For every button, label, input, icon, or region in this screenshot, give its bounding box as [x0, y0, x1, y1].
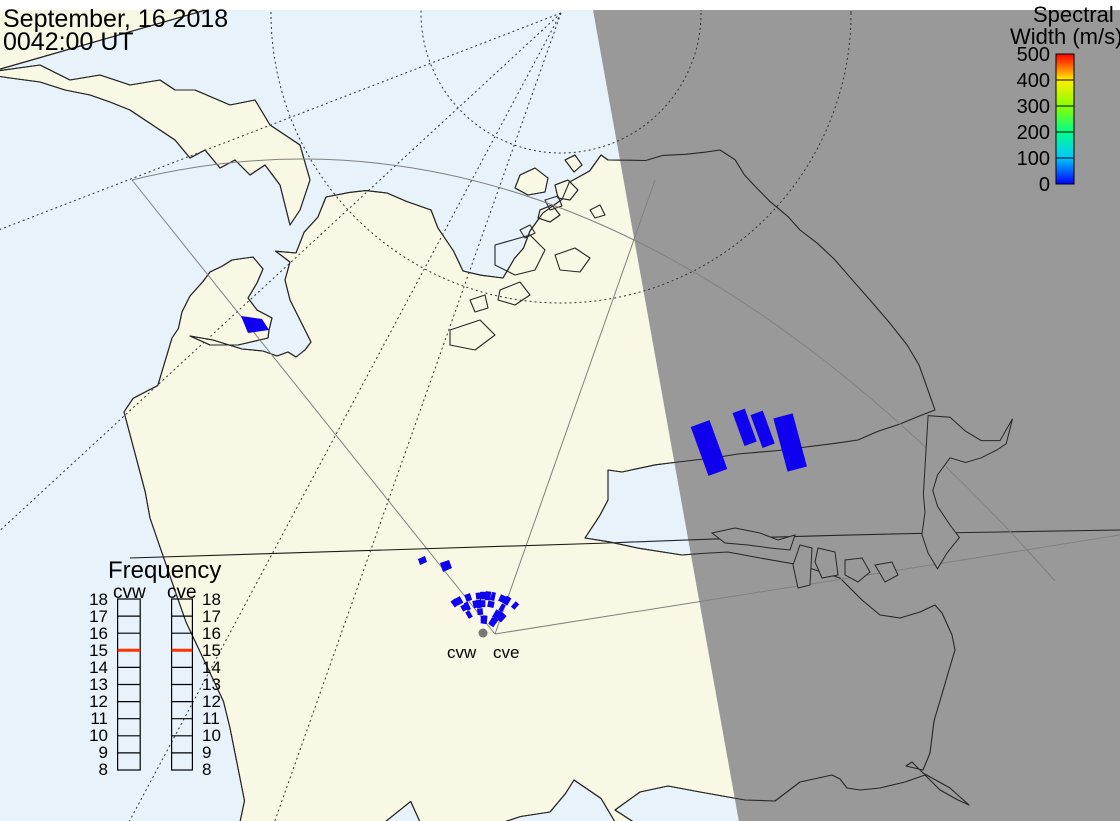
svg-text:100: 100: [1017, 148, 1050, 170]
svg-text:300: 300: [1017, 96, 1050, 118]
svg-text:400: 400: [1017, 70, 1050, 92]
svg-text:Frequency: Frequency: [108, 557, 221, 584]
svg-text:cve: cve: [493, 643, 519, 662]
svg-text:8: 8: [99, 760, 108, 779]
svg-text:200: 200: [1017, 122, 1050, 144]
svg-text:0: 0: [1039, 174, 1050, 196]
svg-text:500: 500: [1017, 44, 1050, 66]
svg-text:cvw: cvw: [447, 643, 477, 662]
svg-text:0042:00 UT: 0042:00 UT: [3, 28, 134, 56]
svg-text:8: 8: [202, 760, 211, 779]
